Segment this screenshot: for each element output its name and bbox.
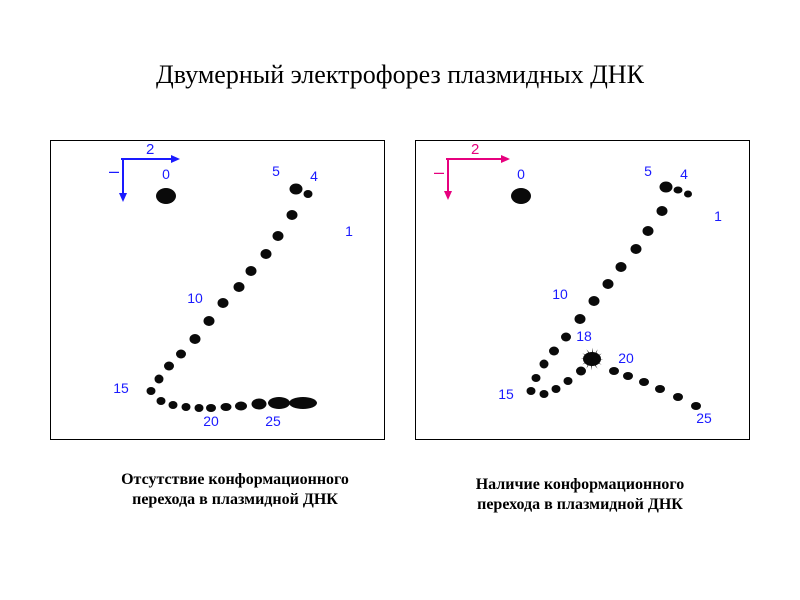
- svg-text:15: 15: [113, 380, 129, 396]
- svg-text:20: 20: [618, 350, 634, 366]
- svg-text:5: 5: [644, 163, 652, 179]
- caption-line: Наличие конформационного: [430, 475, 730, 495]
- svg-text:10: 10: [187, 290, 203, 306]
- page-title: Двумерный электрофорез плазмидных ДНК: [0, 60, 800, 90]
- gel-panel-right: 2 – 0 5 4 1 10 18 20 15 25: [415, 140, 750, 440]
- svg-text:10: 10: [552, 286, 568, 302]
- svg-text:4: 4: [310, 168, 318, 184]
- caption-line: Отсутствие конформационного: [85, 470, 385, 490]
- svg-text:2: 2: [471, 141, 479, 158]
- svg-text:2: 2: [146, 141, 154, 158]
- svg-text:–: –: [109, 161, 119, 181]
- caption-line: перехода в плазмидной ДНК: [85, 490, 385, 510]
- svg-text:4: 4: [680, 166, 688, 182]
- svg-text:18: 18: [576, 328, 592, 344]
- svg-text:20: 20: [203, 413, 219, 429]
- svg-text:0: 0: [162, 166, 170, 182]
- svg-text:1: 1: [714, 208, 722, 224]
- caption-line: перехода в плазмидной ДНК: [430, 495, 730, 515]
- gel-panel-left: 2 – 0 5 4 1 10 15 20 25: [50, 140, 385, 440]
- slide: Двумерный электрофорез плазмидных ДНК 2 –…: [0, 0, 800, 600]
- svg-text:0: 0: [517, 166, 525, 182]
- svg-text:5: 5: [272, 163, 280, 179]
- svg-text:25: 25: [696, 410, 712, 426]
- caption-left: Отсутствие конформационногоперехода в пл…: [85, 470, 385, 510]
- caption-right: Наличие конформационногоперехода в плазм…: [430, 475, 730, 515]
- svg-text:–: –: [434, 162, 444, 182]
- panels-row: 2 – 0 5 4 1 10 15 20 25 2 – 0 5 4 1 10 18 20 15 25: [50, 140, 750, 440]
- svg-text:1: 1: [345, 223, 353, 239]
- svg-text:15: 15: [498, 386, 514, 402]
- svg-text:25: 25: [265, 413, 281, 429]
